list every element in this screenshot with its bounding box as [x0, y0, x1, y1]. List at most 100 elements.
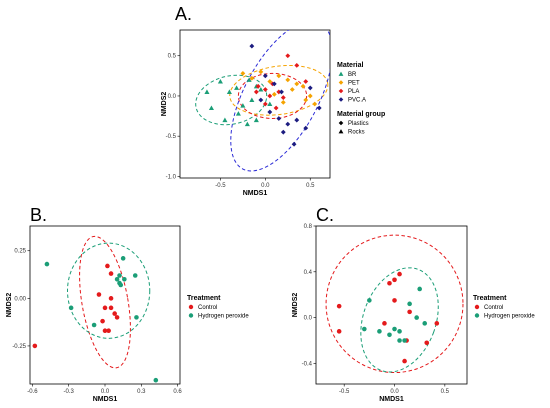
panel-3: C. -0.5 0.0 0.5 0.8 0.4 0.0 -0.4 NMDS1 NMDS2 Treat…: [292, 205, 535, 403]
data-point-hydrogen-peroxide: [402, 338, 407, 343]
legend-marker: [338, 80, 344, 85]
data-point-pet: [307, 93, 313, 99]
legend-marker: [338, 71, 344, 76]
data-point-br: [258, 86, 264, 92]
legend-label: PET: [348, 81, 360, 87]
data-point-pvc-a: [303, 125, 309, 131]
data-point-pet: [276, 73, 282, 79]
data-point-pvc-a: [249, 43, 255, 49]
data-point-hydrogen-peroxide: [44, 261, 50, 267]
legend-title: Treatment: [473, 295, 507, 302]
legend-marker: [338, 97, 344, 102]
data-point-pvc-a: [271, 81, 277, 87]
x-tick-label: 0.5: [441, 389, 450, 395]
data-point-br: [204, 89, 210, 94]
data-point-control: [402, 358, 407, 364]
data-point-pla: [294, 62, 300, 68]
panel-1: A. -0.5 0.0 0.5 0.5 0.0 -0.5 -1.0 NMDS1 NMDS2 Mate…: [161, 4, 385, 197]
data-point-pvc-a: [279, 89, 284, 95]
panel-letter: B.: [30, 205, 47, 225]
y-tick-label: 0.25: [14, 249, 26, 255]
data-point-control: [108, 305, 114, 311]
data-point-pet: [289, 87, 295, 92]
data-point-pvc-a: [291, 141, 297, 147]
legend-label: BR: [348, 72, 357, 78]
data-point-pvc-a: [307, 85, 313, 91]
data-point-control: [387, 280, 392, 286]
data-point-pla: [267, 93, 273, 99]
legend-marker: [338, 120, 344, 126]
data-point-pvc-a: [285, 121, 291, 127]
y-tick-label: -0.4: [302, 361, 313, 367]
data-point-hydrogen-peroxide: [377, 329, 382, 334]
data-point-br: [235, 111, 241, 116]
x-tick-label: -0.5: [339, 389, 350, 395]
data-point-pvc-a: [316, 105, 322, 111]
plot-area: [325, 234, 464, 374]
data-point-control: [392, 298, 397, 303]
data-point-hydrogen-peroxide: [414, 315, 419, 320]
legend-title: Treatment: [187, 295, 221, 302]
data-point-pet: [249, 75, 255, 81]
data-point-control: [32, 343, 38, 349]
data-point-control: [102, 328, 108, 333]
data-point-hydrogen-peroxide: [397, 329, 402, 334]
y-tick-label: 0.00: [14, 296, 26, 302]
data-point-hydrogen-peroxide: [114, 277, 120, 282]
data-point-control: [105, 263, 110, 269]
data-point-pla: [280, 95, 286, 100]
panel-2: B. -0.6 -0.3 0.0 0.3 0.6 0.25 0.00 -0.25 NMDS1 NMD…: [6, 205, 249, 403]
data-point-control: [114, 315, 120, 320]
legend-label: Hydrogen peroxide: [484, 314, 535, 320]
y-axis-title: NMDS2: [292, 293, 299, 318]
legend-label: PLA: [348, 89, 359, 95]
data-point-control: [407, 309, 412, 315]
data-point-pla: [253, 89, 259, 95]
x-tick-label: 0.3: [137, 389, 146, 395]
plot-frame: [29, 225, 181, 385]
confidence-ellipse-pet: [229, 64, 329, 116]
data-point-hydrogen-peroxide: [132, 273, 138, 278]
data-point-pla: [276, 89, 282, 95]
plot-frame: [315, 225, 468, 385]
data-point-br: [226, 89, 232, 94]
data-point-hydrogen-peroxide: [367, 298, 372, 303]
x-tick-label: 0.0: [261, 183, 270, 189]
data-point-pla: [273, 105, 279, 111]
data-point-br: [240, 103, 246, 108]
legend-label: Rocks: [348, 130, 365, 136]
data-point-hydrogen-peroxide: [134, 315, 139, 320]
y-tick-label: -1.0: [166, 174, 177, 180]
data-point-control: [382, 321, 387, 326]
data-point-pvc-a: [258, 97, 264, 103]
x-tick-label: 0.0: [390, 389, 399, 395]
data-point-pla: [285, 53, 291, 59]
confidence-ellipse-pla: [237, 72, 308, 119]
legend-marker: [474, 304, 480, 310]
data-point-control: [102, 305, 108, 311]
data-point-control: [336, 303, 342, 309]
data-point-control: [392, 277, 397, 283]
legend-marker: [338, 129, 344, 134]
data-point-hydrogen-peroxide: [407, 301, 412, 307]
data-point-pvc-a: [267, 109, 273, 115]
data-point-control: [108, 271, 114, 276]
data-point-hydrogen-peroxide: [68, 305, 74, 311]
data-point-control: [424, 340, 430, 346]
data-point-hydrogen-peroxide: [422, 321, 428, 326]
data-point-pet: [271, 91, 277, 97]
data-point-br: [267, 101, 273, 107]
data-point-pet: [300, 83, 306, 89]
data-point-hydrogen-peroxide: [392, 326, 397, 332]
data-point-hydrogen-peroxide: [91, 322, 97, 328]
data-point-control: [108, 296, 114, 301]
confidence-ellipse-hydrogen-peroxide: [67, 242, 151, 339]
data-point-br: [244, 121, 250, 127]
data-point-control: [112, 311, 117, 316]
data-point-pla: [262, 101, 268, 107]
plot-area: [32, 235, 159, 383]
data-point-hydrogen-peroxide: [120, 256, 126, 261]
data-point-control: [106, 328, 111, 333]
x-tick-label: 0.6: [173, 389, 182, 395]
